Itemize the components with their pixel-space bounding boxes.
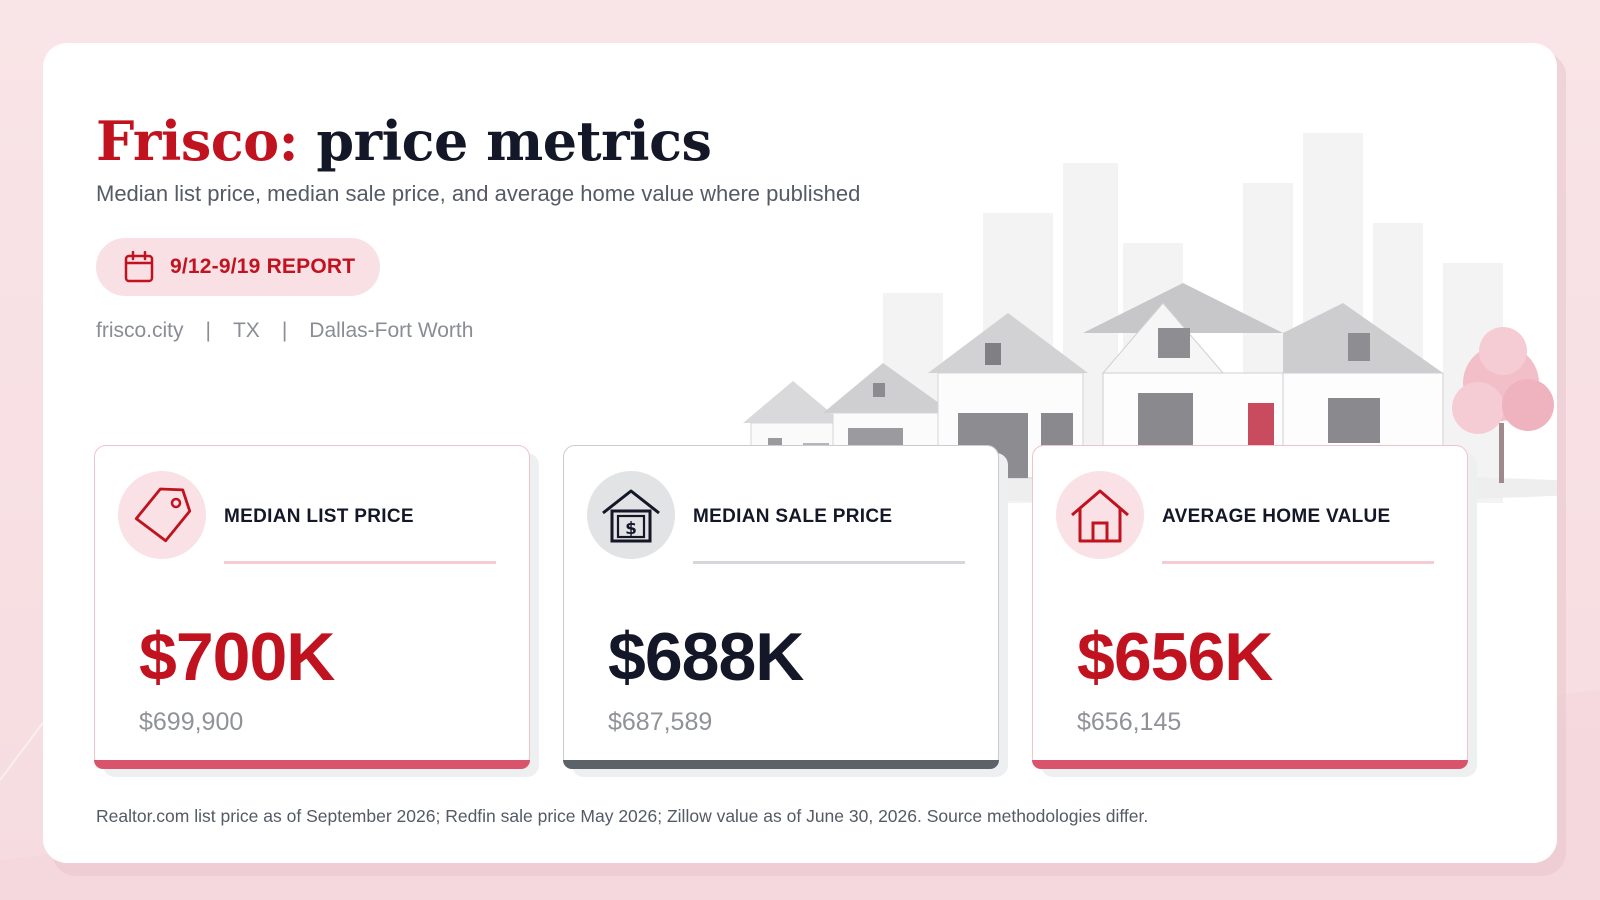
divider bbox=[1162, 561, 1434, 564]
metric-value: $688K bbox=[608, 619, 804, 695]
metric-exact-value: $656,145 bbox=[1077, 708, 1182, 736]
metric-label: MEDIAN SALE PRICE bbox=[693, 506, 893, 527]
main-card: Frisco: price metrics Median list price,… bbox=[43, 43, 1557, 863]
accent-bar bbox=[1032, 760, 1468, 769]
metric-tile-median-list-price: MEDIAN LIST PRICE $700K $699,900 bbox=[94, 445, 530, 769]
meta-metro: Dallas-Fort Worth bbox=[309, 319, 474, 342]
meta-separator: | bbox=[281, 319, 288, 342]
house-icon bbox=[1071, 489, 1129, 543]
metric-value: $700K bbox=[139, 619, 335, 695]
page-subtitle: Median list price, median sale price, an… bbox=[96, 181, 861, 206]
meta-separator: | bbox=[205, 319, 211, 342]
icon-badge: $ bbox=[587, 471, 675, 559]
metric-tile-median-sale-price: $ MEDIAN SALE PRICE $688K $687,589 bbox=[563, 445, 999, 769]
title-city: Frisco: bbox=[96, 109, 299, 173]
icon-badge bbox=[118, 471, 206, 559]
report-date-badge: 9/12-9/19 REPORT bbox=[96, 238, 380, 296]
calendar-icon bbox=[124, 251, 154, 283]
accent-bar bbox=[563, 760, 999, 769]
metric-tile-average-home-value: AVERAGE HOME VALUE $656K $656,145 bbox=[1032, 445, 1468, 769]
meta-state: TX bbox=[232, 319, 260, 342]
metric-exact-value: $699,900 bbox=[139, 708, 244, 736]
accent-bar bbox=[94, 760, 530, 769]
metric-label: MEDIAN LIST PRICE bbox=[224, 506, 414, 527]
svg-text:$: $ bbox=[625, 519, 637, 539]
location-meta: frisco.city | TX | Dallas-Fort Worth bbox=[96, 319, 473, 343]
icon-badge bbox=[1056, 471, 1144, 559]
house-dollar-icon: $ bbox=[602, 489, 660, 543]
page-title: Frisco: price metrics bbox=[96, 109, 712, 173]
metric-value: $656K bbox=[1077, 619, 1273, 695]
divider bbox=[693, 561, 965, 564]
divider bbox=[224, 561, 496, 564]
metric-label: AVERAGE HOME VALUE bbox=[1162, 506, 1391, 527]
title-rest: price metrics bbox=[316, 109, 712, 173]
source-footnote: Realtor.com list price as of September 2… bbox=[96, 806, 1149, 826]
report-date-label: 9/12-9/19 REPORT bbox=[170, 255, 356, 278]
price-tag-icon bbox=[134, 487, 192, 543]
meta-site: frisco.city bbox=[96, 319, 184, 342]
metric-exact-value: $687,589 bbox=[608, 708, 713, 736]
